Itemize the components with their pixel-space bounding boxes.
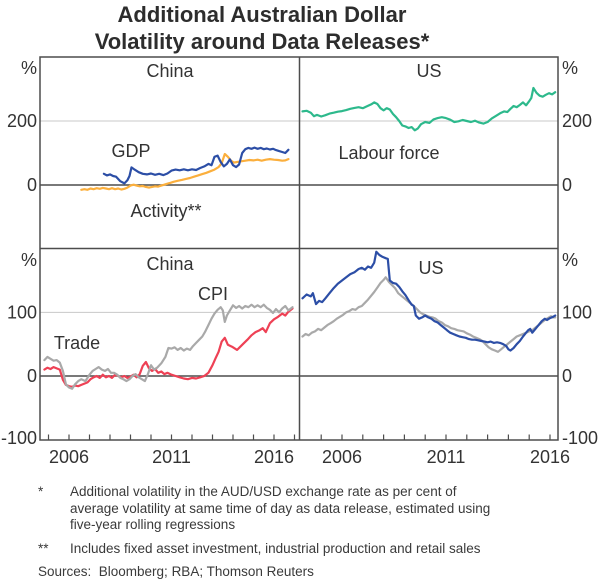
panel-title-bottom-right: US [418, 258, 443, 278]
series-line-us-blue [301, 250, 557, 352]
y-axis-label-bottom-left-0: 0 [27, 366, 37, 386]
panel-title-top-left: China [146, 61, 194, 81]
y-axis-label-bottom-right-0: 0 [562, 366, 572, 386]
series-label-cpi: CPI [198, 284, 228, 304]
panel-bottom-right [301, 250, 557, 353]
x-axis-label-left-2011: 2011 [152, 447, 191, 467]
footnote-doublestar-text: Includes fixed asset investment, industr… [70, 540, 481, 556]
panel-top-left [80, 146, 290, 191]
sources-line: Sources: Bloomberg; RBA; Thomson Reuters [38, 564, 314, 579]
y-axis-unit-top-left: % [21, 58, 37, 78]
panel-title-top-right: US [416, 61, 441, 81]
x-axis-label-left-2016: 2016 [254, 447, 294, 467]
y-axis-unit-top-right: % [562, 58, 578, 78]
panel-top-right [301, 86, 557, 132]
panel-bottom-left [43, 303, 294, 390]
series-line-gdp [102, 146, 290, 185]
footnote-doublestar: ** Includes fixed asset investment, indu… [38, 541, 568, 558]
series-label-gdp: GDP [111, 141, 150, 161]
y-axis-unit-bottom-right: % [562, 250, 578, 270]
series-label-trade: Trade [54, 333, 100, 353]
chart-title: Additional Australian Dollar Volatility … [0, 1, 524, 55]
y-axis-label-bottom-left-100: 100 [7, 302, 37, 322]
chart-title-line1: Additional Australian Dollar [117, 2, 407, 27]
series-label-labour-force: Labour force [338, 143, 439, 163]
footnote-star-line1: Additional volatility in the AUD/USD exc… [70, 484, 457, 499]
y-axis-label-top-left-0: 0 [27, 175, 37, 195]
series-line-activity [80, 152, 290, 191]
footnote-star-line2: average volatility at same time of day a… [70, 500, 491, 516]
footnote-star-line3: five-year rolling regressions [70, 517, 236, 532]
x-axis-label-left-2006: 2006 [49, 447, 89, 467]
x-axis-label-right-2016: 2016 [530, 447, 570, 467]
y-axis-label-bottom-right--100: -100 [562, 428, 598, 448]
footnotes: * Additional volatility in the AUD/USD e… [38, 484, 568, 581]
y-axis-label-bottom-left--100: -100 [1, 428, 37, 448]
chart-title-line2: Volatility around Data Releases* [94, 29, 430, 54]
series-line-labour-force [301, 86, 557, 132]
footnote-star-marker: * [38, 484, 44, 499]
series-line-cpi [43, 303, 294, 390]
y-axis-label-bottom-right-100: 100 [562, 302, 592, 322]
y-axis-label-top-left-200: 200 [7, 111, 37, 131]
footnote-star: * Additional volatility in the AUD/USD e… [38, 484, 568, 534]
y-axis-label-top-right-200: 200 [562, 111, 592, 131]
series-line-us-grey [301, 276, 557, 353]
panel-title-bottom-left: China [146, 254, 194, 274]
x-axis-label-right-2006: 2006 [322, 447, 362, 467]
x-axis-label-right-2011: 2011 [427, 447, 466, 467]
footnote-doublestar-marker: ** [38, 540, 49, 556]
y-axis-unit-bottom-left: % [21, 250, 37, 270]
footnote-star-text: Additional volatility in the AUD/USD exc… [70, 484, 510, 534]
chart-canvas: China% 200 0 GDP Activity** US % 200 0 Labour for… [1, 56, 598, 467]
series-label-activity: Activity** [130, 201, 201, 221]
y-axis-label-top-right-0: 0 [562, 175, 572, 195]
